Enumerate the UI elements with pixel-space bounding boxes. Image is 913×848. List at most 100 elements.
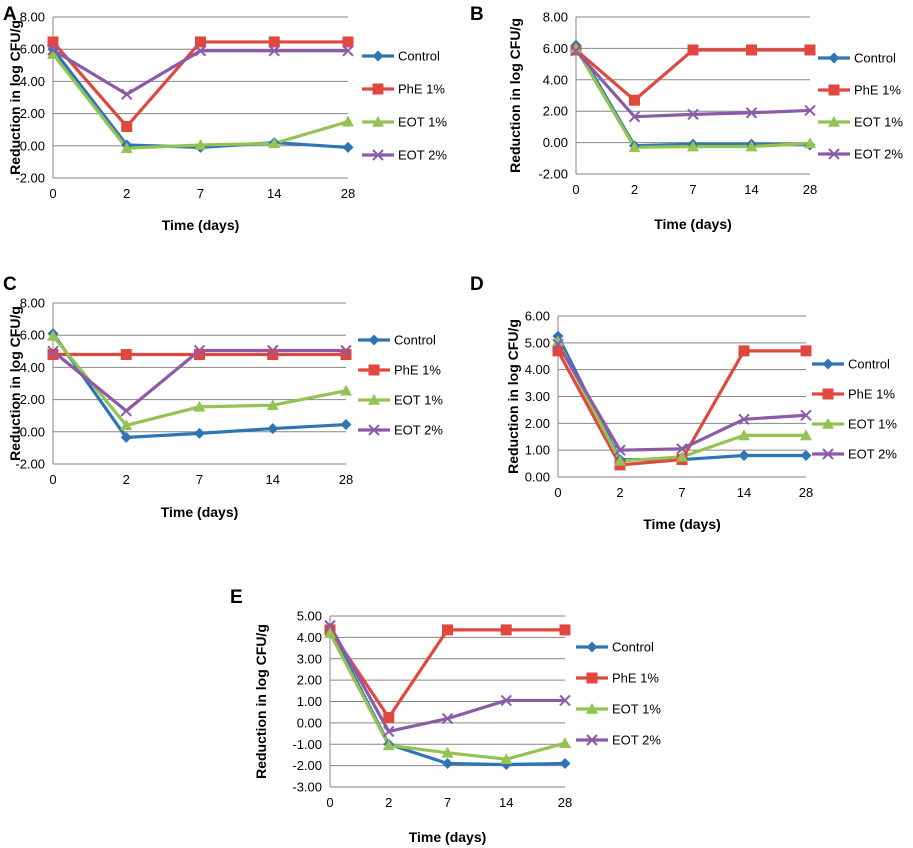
x-stroke	[193, 344, 206, 357]
panel-letter: B	[470, 4, 484, 25]
data-point	[342, 36, 354, 48]
x-axis-title: Time (days)	[654, 216, 732, 232]
data-point	[570, 42, 582, 54]
y-tick-label: 6.00	[20, 42, 45, 57]
data-point	[800, 409, 812, 421]
x-stroke	[268, 45, 280, 57]
x-tick-label: 7	[689, 182, 696, 197]
x-stroke	[828, 148, 840, 160]
legend-marker	[828, 148, 840, 160]
x-stroke	[120, 405, 132, 417]
legend-label: Control	[394, 333, 436, 348]
legend-label: EOT 1%	[398, 115, 447, 130]
data-point	[383, 712, 395, 724]
y-tick-label: 6.00	[543, 41, 568, 56]
data-point	[324, 619, 336, 632]
y-tick-label: 4.00	[525, 362, 550, 377]
y-axis-title: Reduction in log CFU/g	[507, 18, 523, 173]
y-tick-label: 0.00	[543, 135, 568, 150]
legend-label: Control	[854, 51, 896, 66]
legend-item: EOT 2%	[362, 148, 447, 163]
x-tick-label: 7	[678, 485, 685, 500]
x-stroke	[676, 443, 688, 455]
legend-item: Control	[576, 640, 654, 655]
data-point	[738, 450, 750, 462]
x-stroke	[121, 88, 133, 100]
x-stroke	[586, 734, 598, 746]
legend-item: EOT 2%	[812, 447, 897, 462]
data-point	[441, 746, 454, 758]
x-tick-label: 28	[339, 472, 353, 487]
legend-label: EOT 2%	[848, 447, 897, 462]
data-point	[614, 444, 626, 456]
series-line	[574, 47, 811, 149]
series-line	[556, 335, 806, 462]
y-tick-label: -2.00	[15, 457, 45, 472]
x-stroke	[552, 338, 564, 350]
data-point	[267, 423, 279, 435]
y-tick-label: -2.00	[538, 167, 568, 182]
panel-letter: E	[230, 587, 243, 608]
data-point	[500, 624, 512, 636]
legend-label: EOT 1%	[612, 702, 661, 717]
y-tick-label: -2.00	[292, 758, 322, 773]
legend-marker	[372, 83, 384, 95]
legend-marker	[368, 364, 380, 376]
data-point	[800, 345, 812, 357]
x-tick-label: 2	[385, 795, 392, 810]
data-point	[676, 443, 688, 455]
y-axis-title: Reduction in log CFU/g	[253, 624, 269, 779]
y-tick-label: 2.00	[543, 104, 568, 119]
x-tick-label: 7	[197, 186, 204, 201]
data-point	[342, 45, 354, 57]
data-point	[383, 725, 395, 738]
legend-item: EOT 1%	[818, 115, 903, 130]
x-tick-label: 14	[267, 186, 281, 201]
data-point	[266, 399, 279, 411]
data-point	[628, 110, 641, 123]
legend-marker	[828, 116, 840, 127]
data-point	[552, 345, 564, 357]
series-line	[328, 624, 565, 734]
y-tick-label: 5.00	[525, 335, 550, 350]
data-point	[552, 335, 564, 347]
data-point	[559, 757, 571, 769]
data-point	[738, 429, 750, 441]
data-point	[442, 624, 453, 636]
data-point	[745, 140, 758, 152]
data-point	[382, 739, 395, 751]
legend-label: EOT 2%	[398, 148, 447, 163]
data-point	[687, 108, 699, 121]
data-point	[738, 345, 750, 357]
x-stroke	[372, 149, 384, 161]
y-tick-label: 2.00	[525, 416, 550, 431]
y-axis-title: Reduction in log CFU/g	[7, 306, 23, 461]
legend-marker	[368, 424, 380, 436]
data-point	[194, 45, 207, 57]
chart-panel-e: E -3.00 -2.00 -1.00 0.00 1.00 2.00 3.00 4.00 5.0…	[230, 587, 661, 845]
y-tick-label: 4.00	[20, 360, 45, 375]
data-point	[193, 400, 206, 412]
x-stroke	[570, 45, 582, 57]
x-tick-label: 14	[737, 485, 751, 500]
x-stroke	[745, 107, 758, 119]
x-tick-label: 0	[326, 795, 333, 810]
data-point	[195, 36, 206, 48]
legend-marker	[372, 116, 384, 127]
data-point	[194, 138, 207, 150]
y-tick-label: 1.00	[525, 443, 550, 458]
legend-label: PhE 1%	[398, 82, 445, 97]
data-point	[629, 94, 640, 106]
data-point	[340, 349, 352, 361]
legend-item: PhE 1%	[358, 363, 441, 378]
data-point	[340, 419, 352, 431]
data-point	[121, 120, 133, 132]
legend-marker	[372, 149, 384, 161]
x-tick-label: 2	[123, 472, 130, 487]
legend-marker	[586, 703, 598, 714]
x-tick-label: 0	[49, 186, 56, 201]
data-point	[800, 450, 812, 462]
legend-marker	[828, 84, 840, 96]
legend-label: PhE 1%	[612, 671, 659, 686]
x-tick-label: 0	[572, 182, 579, 197]
